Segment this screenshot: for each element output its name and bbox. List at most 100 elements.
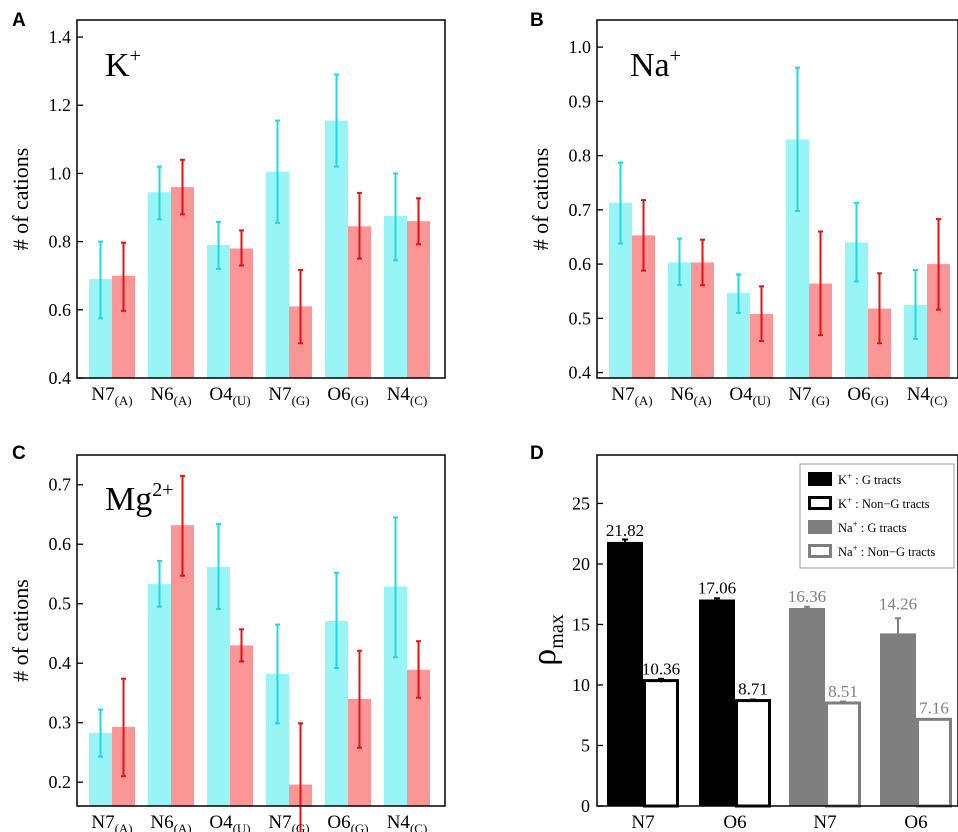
x-tick-main: O6 — [327, 384, 350, 405]
legend-ion-sup: + — [847, 471, 852, 481]
y-tick-label: 0 — [581, 796, 590, 816]
x-tick-sub: (G) — [351, 821, 369, 832]
y-tick-label: 0.6 — [49, 300, 72, 320]
bar — [786, 139, 809, 378]
bar — [207, 566, 230, 806]
bar — [825, 701, 861, 808]
y-tick-label: 1.0 — [569, 37, 592, 57]
x-tick-label: N7 — [631, 812, 654, 832]
legend-suffix: : G tracts — [852, 473, 901, 487]
y-tick-label: 0.7 — [569, 200, 592, 220]
ion-title-base: K — [105, 47, 130, 84]
x-tick-sub: (A) — [174, 393, 192, 408]
legend-suffix: : Non−G tracts — [852, 497, 930, 511]
bar — [266, 171, 289, 378]
legend-ion: K — [838, 497, 847, 511]
x-tick-main: N6 — [150, 812, 173, 832]
data-label: 14.26 — [879, 594, 917, 613]
x-tick-sub: (G) — [351, 393, 369, 408]
y-tick-label: 1.4 — [49, 27, 72, 47]
y-tick-label: 0.6 — [569, 254, 592, 274]
y-tick-label: 5 — [581, 735, 590, 755]
y-tick-label: 0.5 — [49, 594, 72, 614]
bar — [384, 586, 407, 806]
ion-title-sup: 2+ — [152, 479, 173, 501]
x-tick-label: N7(G) — [268, 812, 309, 832]
y-tick-label: 20 — [572, 554, 590, 574]
legend-entry: K+ : G tracts — [838, 471, 901, 487]
bar — [750, 313, 773, 378]
x-tick-label: O6(G) — [327, 812, 368, 832]
x-tick-sub: (G) — [292, 393, 310, 408]
bar — [407, 669, 430, 806]
bar — [916, 717, 952, 808]
bar — [348, 698, 371, 806]
x-tick-label: N4(C) — [387, 812, 428, 832]
x-tick-label: O4(U) — [209, 812, 250, 832]
bar — [407, 221, 430, 378]
legend-swatch — [808, 520, 832, 534]
plot-frame — [76, 19, 446, 379]
data-label: 8.51 — [828, 682, 858, 701]
bar — [325, 620, 348, 806]
x-tick-label: N6(A) — [670, 384, 711, 408]
y-tick-label: 0.8 — [49, 232, 72, 252]
panel-d: D 21.82 10.36 17.06 8.71 16.36 8.51 14.26 7.16 0 5… — [526, 443, 958, 832]
bar — [348, 226, 371, 378]
bar — [927, 264, 950, 378]
panel-letter: D — [530, 443, 544, 464]
legend-entry: Na+ : G tracts — [838, 519, 907, 535]
x-tick-sub: (G) — [292, 821, 310, 832]
x-tick-label: N7(A) — [91, 384, 132, 408]
plot-frame — [596, 19, 958, 379]
legend-ion: Na — [838, 545, 853, 559]
x-tick-sub: (A) — [115, 821, 133, 832]
bar — [668, 262, 691, 378]
x-tick-sub: (U) — [753, 393, 771, 408]
ion-title-sup: + — [670, 45, 681, 67]
legend-suffix: : Non−G tracts — [858, 545, 936, 559]
x-tick-main: N7 — [91, 812, 114, 832]
bar — [632, 235, 655, 378]
bar — [89, 279, 112, 378]
x-tick-main: O4 — [209, 812, 233, 832]
y-axis-label: # of cations — [8, 579, 33, 682]
x-tick-label: N4(C) — [907, 384, 948, 408]
bar — [148, 584, 171, 806]
ion-title-sup: + — [130, 45, 141, 67]
data-label: 10.36 — [642, 660, 680, 679]
x-tick-label: N4(C) — [387, 384, 428, 408]
y-tick-label: 10 — [572, 675, 590, 695]
x-tick-label: N7(A) — [91, 812, 132, 832]
y-tick-label: 1.0 — [49, 163, 72, 183]
bar — [148, 192, 171, 378]
bar — [112, 275, 135, 378]
legend-ion: Na — [838, 521, 853, 535]
legend-suffix: : G tracts — [858, 521, 907, 535]
panel-c: C0.20.30.40.50.60.7N7(A) N6(A) O4(U) N7(G) O… — [8, 443, 446, 832]
bar — [643, 679, 679, 808]
bar — [89, 732, 112, 806]
y-tick-label: 0.3 — [49, 713, 72, 733]
bar — [789, 607, 825, 806]
x-tick-sub: (A) — [174, 821, 192, 832]
x-tick-label: N7(G) — [788, 384, 829, 408]
bar — [171, 187, 194, 378]
legend-ion-sup: + — [853, 519, 858, 529]
x-tick-main: N4 — [387, 384, 411, 405]
legend-swatch — [808, 544, 832, 558]
x-tick-main: N7 — [788, 384, 811, 405]
x-tick-main: O4 — [209, 384, 233, 405]
x-tick-sub: (C) — [930, 393, 947, 408]
ion-title-base: Mg — [105, 481, 152, 518]
y-axis-label: # of cations — [8, 148, 33, 251]
x-tick-sub: (U) — [233, 393, 251, 408]
legend-ion-sup: + — [853, 543, 858, 553]
x-tick-sub: (A) — [635, 393, 653, 408]
panel-letter: A — [12, 10, 26, 31]
data-label: 17.06 — [698, 579, 736, 598]
rho-base: ρ — [526, 649, 563, 666]
bar — [699, 599, 735, 806]
bar — [207, 245, 230, 378]
